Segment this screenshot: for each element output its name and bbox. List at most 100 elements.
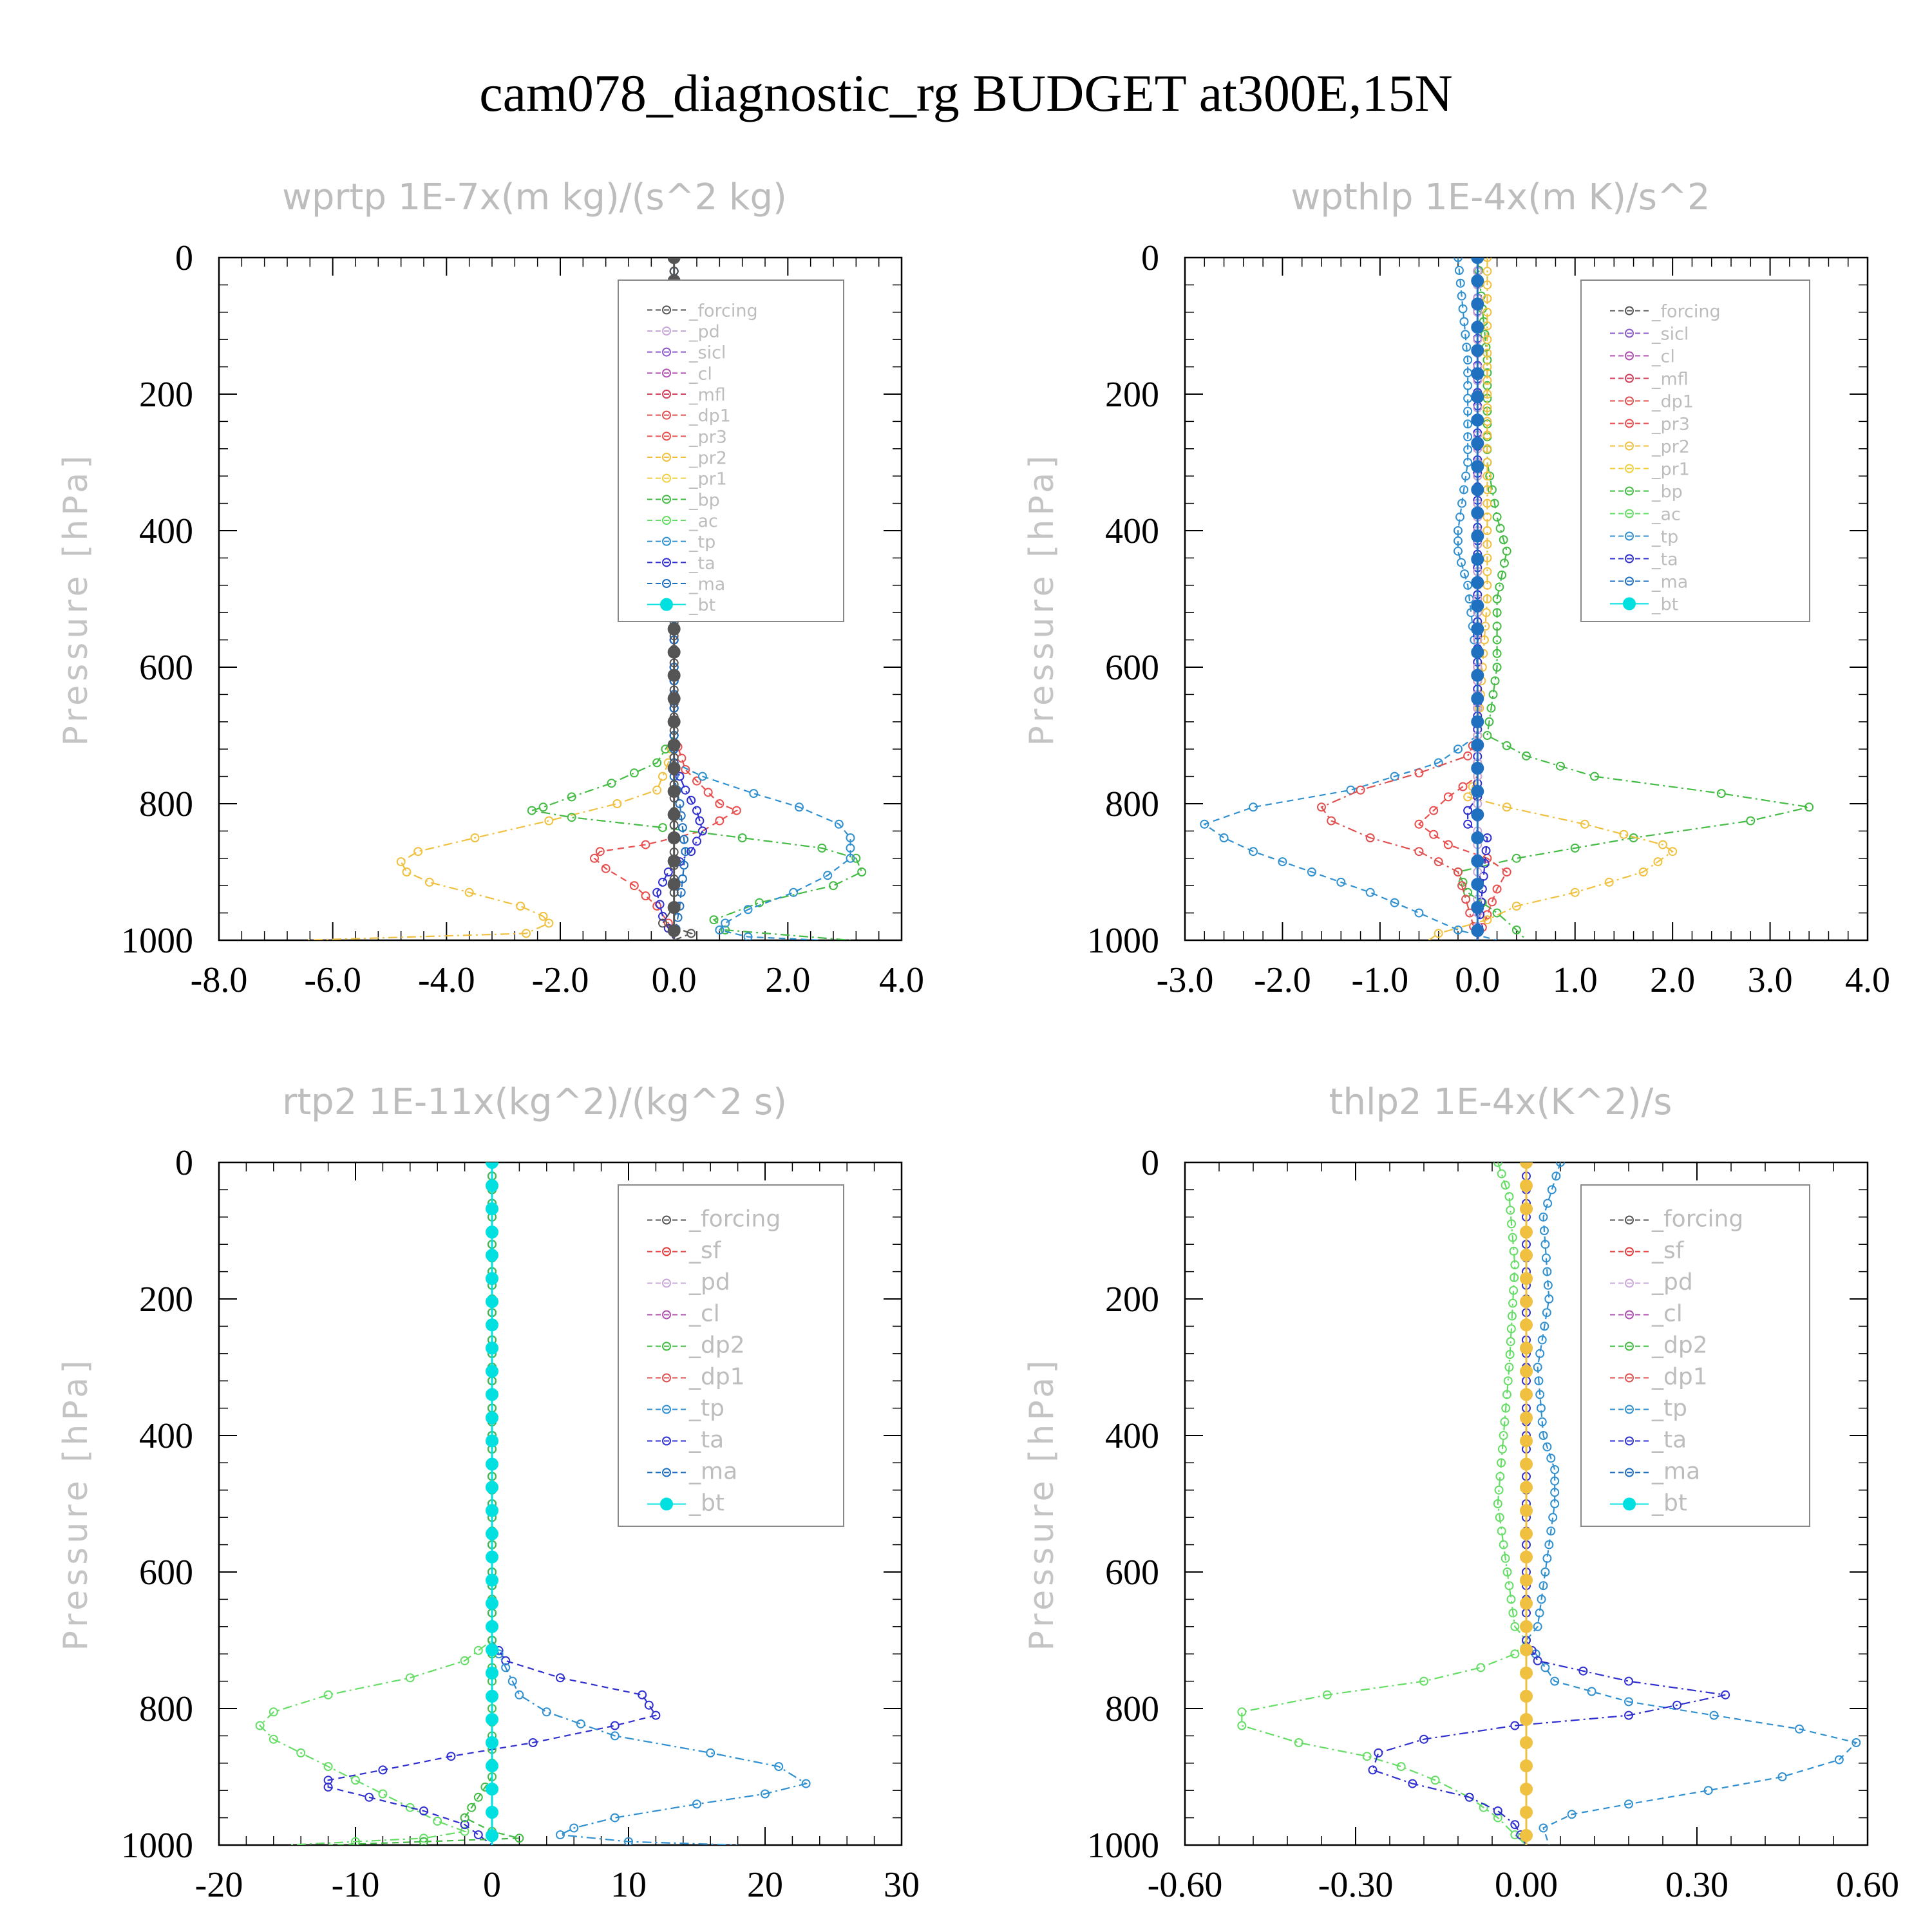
series-line — [1372, 1162, 1726, 1845]
dp1-point — [1507, 1219, 1517, 1229]
pr2-point — [1479, 635, 1489, 645]
pr2-point — [1482, 335, 1492, 345]
pr2-point — [1477, 663, 1487, 672]
legend-label: _pr2 — [1651, 437, 1690, 457]
forcing-point — [687, 929, 696, 938]
legend-swatch-marker — [662, 536, 671, 546]
pr2-point — [1482, 540, 1492, 549]
legend-entry-pd: _pd — [1610, 1269, 1693, 1296]
series-line — [673, 258, 851, 940]
legend-swatch-marker — [660, 1497, 673, 1511]
y-tick-label: 0 — [175, 1143, 193, 1183]
tp-point — [1550, 1488, 1560, 1497]
tp-point — [1551, 1171, 1561, 1181]
dp1-point — [1504, 1581, 1514, 1591]
pr2-point — [544, 918, 554, 928]
bt-point — [1471, 258, 1484, 264]
tp-point — [1463, 419, 1473, 429]
panel-title: wprtp 1E-7x(m kg)/(s^2 kg) — [282, 176, 787, 218]
bp-point — [1492, 635, 1502, 645]
legend-swatch-marker — [662, 495, 671, 504]
legend-swatch-marker — [1625, 1247, 1634, 1256]
x-tick-label: -0.30 — [1318, 1865, 1394, 1905]
tp-point — [1455, 512, 1465, 522]
ta-point — [1419, 1734, 1428, 1744]
dp1-point — [1419, 1676, 1428, 1686]
dp1-point — [1501, 1180, 1510, 1190]
pr2-point — [470, 833, 480, 842]
pr2-point — [1482, 444, 1492, 453]
tp-point — [1533, 1622, 1542, 1631]
legend-entry-sf: _sf — [1610, 1238, 1685, 1264]
pr2-point — [1511, 902, 1521, 911]
tp-point — [795, 802, 804, 812]
bt-point — [486, 1550, 498, 1564]
bt-point — [667, 761, 681, 775]
legend-entry-pr1: _pr1 — [647, 469, 727, 489]
legend-swatch-marker — [1625, 531, 1634, 541]
legend-label: _pr1 — [1651, 460, 1690, 480]
legend-entry-bp: _bp — [647, 490, 720, 510]
bt-point — [1520, 1783, 1533, 1796]
tp-point — [1463, 580, 1473, 590]
tp-point — [1550, 1499, 1560, 1508]
bt-point — [1520, 1179, 1533, 1193]
pr2-point — [544, 816, 554, 826]
legend-swatch-marker — [662, 410, 671, 420]
legend: _forcing _sf _pd _cl _dp2 _dp1 _tp _ta _ma _bt — [618, 1184, 844, 1527]
dp1-point — [1502, 1390, 1511, 1399]
bt-point — [486, 1596, 498, 1610]
y-tick-label: 800 — [1105, 784, 1159, 824]
ta-point — [1533, 1656, 1542, 1665]
bp-point — [721, 925, 730, 935]
dp1-point — [1510, 1273, 1519, 1282]
x-tick-label: 20 — [747, 1865, 783, 1905]
bt-point — [486, 1504, 498, 1517]
bt-point — [1520, 1318, 1533, 1332]
bp-point — [1556, 761, 1565, 771]
tp-point — [1709, 1710, 1719, 1720]
ta-point — [378, 1765, 388, 1775]
legend-swatch-marker — [1625, 374, 1634, 383]
x-tick-label: -20 — [195, 1865, 243, 1905]
bp-point — [1492, 621, 1502, 631]
dp1-point — [1495, 1472, 1505, 1481]
bt-point — [1471, 274, 1484, 288]
tp-point — [1458, 304, 1468, 314]
ta-point — [692, 837, 701, 846]
legend-label: _ta — [1651, 550, 1678, 570]
legend-swatch-marker — [1625, 576, 1634, 586]
y-tick-label: 1000 — [121, 1826, 193, 1866]
pr3-point — [703, 788, 713, 797]
dp1-point — [1509, 1285, 1519, 1295]
legend-label: _sicl — [688, 343, 726, 363]
bt-point — [1471, 831, 1484, 844]
bt-point — [1520, 1504, 1533, 1517]
legend-entry-bt: _bt — [1610, 595, 1678, 615]
bp-point — [1497, 570, 1507, 580]
legend-label: _cl — [688, 364, 712, 384]
tp-point — [1535, 1349, 1545, 1358]
dp1-point — [1506, 1595, 1516, 1604]
tp-point — [1542, 1442, 1552, 1452]
tp-point — [1795, 1724, 1804, 1734]
tp-point — [1543, 1198, 1553, 1208]
x-tick-label: 0.60 — [1836, 1865, 1899, 1905]
y-tick-label: 1000 — [1087, 921, 1159, 961]
legend-box — [618, 279, 844, 622]
legend-entry-forcing: _forcing — [647, 1206, 781, 1233]
dp1-point — [1504, 1363, 1514, 1372]
ta-point — [687, 795, 696, 805]
dp1-point — [1430, 1776, 1440, 1785]
bp-point — [652, 758, 662, 768]
pr3-point — [692, 776, 701, 786]
panel-title: wpthlp 1E-4x(m K)/s^2 — [1291, 176, 1710, 218]
dp2-point — [460, 1813, 469, 1823]
series-line — [259, 1162, 493, 1845]
tp-point — [1543, 1280, 1553, 1290]
legend-entry-pr3: _pr3 — [1610, 415, 1690, 435]
pr3-point — [1443, 792, 1453, 802]
bt-point — [667, 784, 681, 798]
y-axis-label: Pressure [hPa] — [1023, 1357, 1061, 1651]
dp1-point — [1237, 1707, 1247, 1717]
